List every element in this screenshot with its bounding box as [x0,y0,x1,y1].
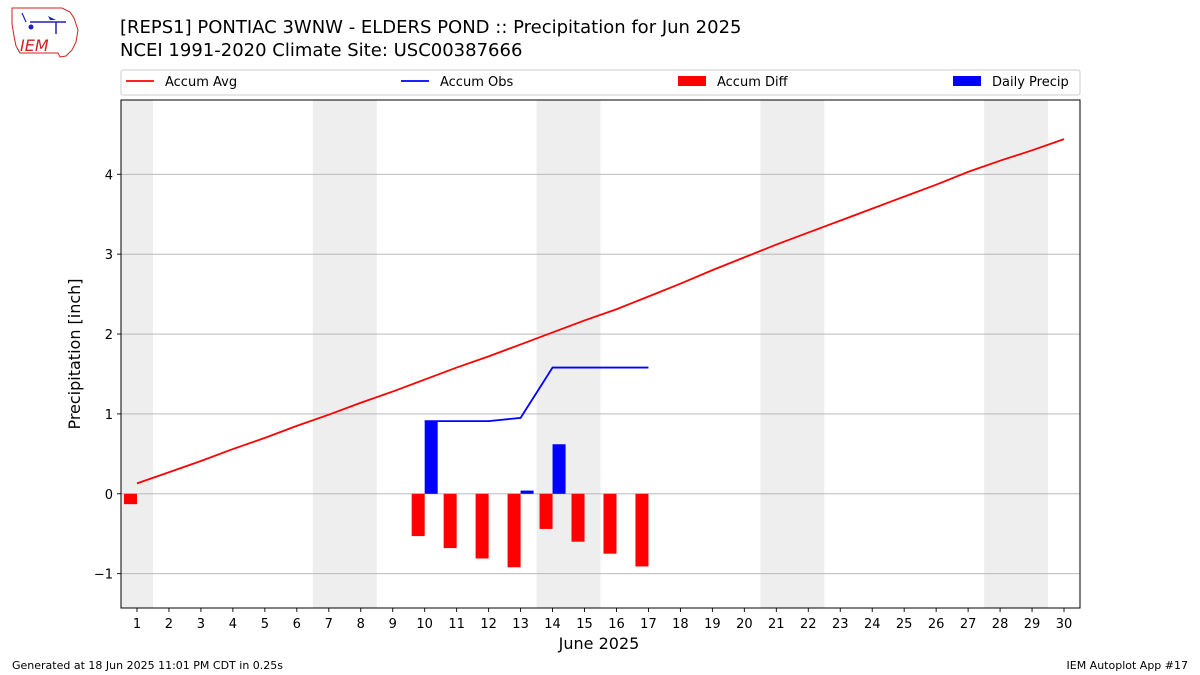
app-label: IEM Autoplot App #17 [1066,659,1189,672]
legend-label-accum-obs: Accum Obs [440,75,513,90]
x-tick-label-23: 23 [832,617,849,632]
x-tick-label-4: 4 [229,617,237,632]
legend-label-accum-avg: Accum Avg [165,75,237,90]
y-tick-label-2: 2 [105,328,113,343]
generated-timestamp: Generated at 18 Jun 2025 11:01 PM CDT in… [12,659,284,672]
accum-diff-bar-11 [443,493,457,549]
accum-diff-bar-17 [635,493,649,567]
chart-subtitle: NCEI 1991-2020 Climate Site: USC00387666 [120,40,523,61]
x-tick-label-29: 29 [1024,617,1041,632]
plot-area [121,100,1049,608]
bar-series [123,421,649,568]
x-tick-label-18: 18 [672,617,689,632]
iem-logo: IEM [11,7,79,58]
x-tick-label-10: 10 [416,617,433,632]
x-tick-label-9: 9 [389,617,397,632]
accum-diff-bar-14 [539,493,553,529]
x-tick-label-16: 16 [608,617,625,632]
x-tick-label-17: 17 [640,617,657,632]
x-tick-label-2: 2 [165,617,173,632]
x-axis-label: June 2025 [558,634,640,653]
y-tick-label-4: 4 [105,168,113,183]
x-tick-label-30: 30 [1056,617,1073,632]
y-tick-label-0: 0 [105,488,113,503]
x-tick-label-28: 28 [992,617,1009,632]
x-tick-label-3: 3 [197,617,205,632]
x-tick-label-15: 15 [576,617,593,632]
daily-precip-bar-13 [520,490,534,494]
x-tick-label-1: 1 [133,617,141,632]
accum-diff-bar-13 [507,493,521,568]
line-series [136,138,1065,485]
x-tick-label-20: 20 [736,617,753,632]
weekend-band-5 [984,100,1049,608]
x-tick-label-8: 8 [357,617,365,632]
x-tick-label-24: 24 [864,617,881,632]
legend-swatch-daily-precip [953,76,981,86]
accum-diff-bar-16 [603,493,617,554]
x-tick-label-7: 7 [325,617,333,632]
plot-frame [120,99,1081,609]
legend-label-daily-precip: Daily Precip [992,75,1069,90]
x-tick-label-19: 19 [704,617,721,632]
y-tick-label-1: 1 [105,408,113,423]
legend-label-accum-diff: Accum Diff [717,75,789,90]
x-tick-label-21: 21 [768,617,785,632]
accum-diff-bar-1 [123,493,137,505]
weekend-band-2 [312,100,377,608]
y-axis-ticks: −1 0 1 2 3 4 [94,168,121,583]
x-tick-label-12: 12 [480,617,497,632]
x-tick-label-11: 11 [448,617,465,632]
y-axis-label: Precipitation [inch] [65,278,84,429]
x-tick-label-25: 25 [896,617,913,632]
x-tick-label-26: 26 [928,617,945,632]
logo-text: IEM [20,36,49,55]
x-tick-label-22: 22 [800,617,817,632]
weekend-band-4 [760,100,825,608]
weekend-band-1 [121,100,153,608]
weekend-band-3 [536,100,601,608]
daily-precip-bar-10 [424,421,438,494]
x-axis-ticks: 1 2 3 4 5 6 7 8 9 10 11 12 13 14 15 16 17 18 19 20 21 22 23 24 2… [133,608,1072,632]
grid-lines [121,173,1080,575]
x-tick-label-5: 5 [261,617,269,632]
legend: Accum Avg Accum Obs Accum Diff Daily Precip [120,69,1081,96]
x-tick-label-13: 13 [512,617,529,632]
legend-frame [120,69,1081,96]
accum-diff-bar-10 [411,493,425,537]
x-tick-label-14: 14 [544,617,561,632]
accum-diff-bar-15 [571,493,585,542]
chart-title: [REPS1] PONTIAC 3WNW - ELDERS POND :: Pr… [120,17,742,38]
y-tick-label--1: −1 [94,568,113,583]
legend-swatch-accum-diff [678,76,706,86]
accum-diff-bar-12 [475,493,489,559]
accum-obs-line [424,366,649,422]
x-tick-label-6: 6 [293,617,301,632]
accum-avg-line [136,138,1065,485]
daily-precip-bar-14 [552,444,566,494]
x-tick-label-27: 27 [960,617,977,632]
y-tick-label-3: 3 [105,248,113,263]
